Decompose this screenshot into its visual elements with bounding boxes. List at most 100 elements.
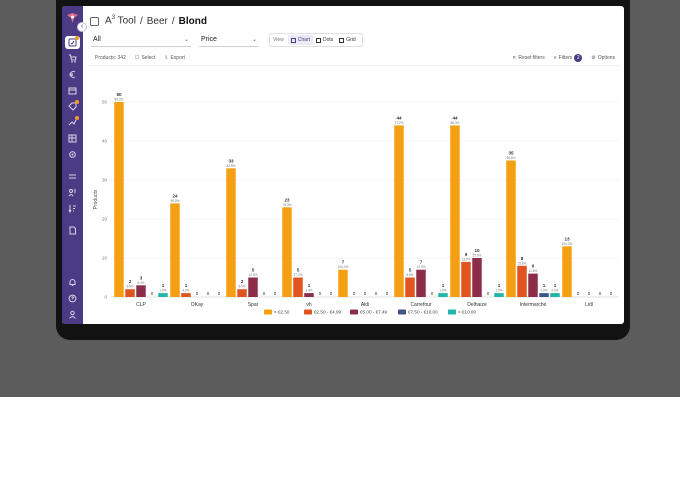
sidebar-item-promotions[interactable] (65, 116, 80, 129)
x-tick-label: CLP (136, 302, 146, 308)
bar[interactable] (394, 125, 404, 298)
bar[interactable] (125, 289, 135, 297)
x-tick-label: Carrefour (410, 302, 431, 308)
bar[interactable] (136, 285, 146, 297)
y-tick-label: 0 (104, 295, 107, 300)
sidebar-item-cart[interactable] (65, 52, 80, 65)
bar[interactable] (248, 277, 258, 298)
bar-value-label: 0 (330, 291, 333, 296)
legend-swatch[interactable] (264, 309, 272, 315)
sidebar-item-dashboard[interactable] (65, 36, 80, 49)
bar[interactable] (528, 273, 538, 297)
metric-select-value: Price (201, 36, 217, 43)
bar-percent-label: 3.6% (126, 285, 133, 289)
sidebar-item-settings[interactable] (65, 148, 80, 161)
bar[interactable] (550, 293, 560, 297)
breadcrumb-category[interactable]: Beer (146, 15, 168, 27)
collapse-sidebar-button[interactable]: ‹ (77, 22, 87, 32)
bar[interactable] (539, 293, 549, 297)
sidebar-item-tags[interactable] (65, 100, 80, 113)
sidebar-item-compare[interactable] (65, 170, 80, 183)
legend-label[interactable]: €5.00 - €7.49 (360, 310, 388, 315)
legend-swatch[interactable] (448, 309, 456, 315)
sidebar-item-help[interactable] (65, 292, 80, 305)
notification-dot (75, 36, 79, 40)
options-button[interactable]: ⚙ Options (591, 55, 615, 61)
bar-value-label: 6 (532, 264, 535, 269)
bar-value-label: 7 (342, 260, 345, 265)
legend-swatch[interactable] (398, 309, 406, 315)
gear-icon: ⚙ (591, 55, 596, 61)
bar[interactable] (494, 293, 504, 297)
bar[interactable] (237, 289, 247, 297)
sidebar-item-document[interactable] (65, 224, 80, 237)
bar[interactable] (405, 277, 415, 298)
reset-filters-button[interactable]: ✕ Reset filters (512, 55, 545, 61)
sidebar-item-table[interactable] (65, 132, 80, 145)
y-tick-label: 30 (102, 178, 108, 183)
sidebar-item-prices[interactable] (65, 68, 80, 81)
bar[interactable] (158, 293, 168, 297)
bar-percent-label: 13.2% (461, 257, 470, 261)
export-button[interactable]: ⇩ Export (164, 55, 185, 61)
dots-icon (315, 37, 321, 43)
sidebar-item-sort[interactable] (65, 202, 80, 215)
notification-dot (75, 100, 79, 104)
bar-value-label: 0 (588, 291, 591, 296)
x-tick-label: Spar (248, 302, 259, 308)
sidebar-item-calendar[interactable] (65, 84, 80, 97)
legend-label[interactable]: €7.50 - €10.00 (408, 310, 438, 315)
y-tick-label: 40 (102, 139, 108, 144)
sidebar-item-users[interactable] (65, 186, 80, 199)
bar-percent-label: 2.0% (551, 289, 558, 293)
bar-percent-label: 17.2% (293, 273, 302, 277)
bar-percent-label: 89.3% (114, 98, 123, 102)
legend-swatch[interactable] (304, 309, 312, 315)
breadcrumb-app[interactable]: A3 Tool (105, 15, 136, 27)
bar-value-label: 33 (228, 158, 234, 163)
bar[interactable] (114, 102, 124, 297)
bar[interactable] (282, 207, 292, 297)
bar[interactable] (293, 277, 303, 298)
sidebar-item-notifications[interactable] (65, 276, 80, 289)
bar[interactable] (517, 265, 527, 297)
bar-value-label: 0 (375, 291, 378, 296)
bar-value-label: 1 (554, 283, 557, 288)
bar[interactable] (170, 203, 180, 297)
filters-button[interactable]: ≡ Filters 2 (554, 54, 583, 62)
bar[interactable] (338, 269, 348, 297)
chevron-down-icon: ⌄ (251, 37, 257, 43)
bar[interactable] (226, 168, 236, 297)
bar[interactable] (562, 246, 572, 297)
bar[interactable] (304, 293, 314, 297)
bar-percent-label: 100.0% (562, 242, 573, 246)
bar[interactable] (450, 125, 460, 298)
logo-icon[interactable] (65, 12, 80, 24)
bar-value-label: 7 (420, 260, 423, 265)
bell-icon (69, 279, 76, 287)
bar-value-label: 0 (431, 291, 434, 296)
retailer-select[interactable]: All ⌄ (91, 33, 191, 47)
legend-label[interactable]: > €10.00 (458, 310, 476, 315)
bar-value-label: 1 (162, 283, 165, 288)
legend-swatch[interactable] (350, 309, 358, 315)
legend-label[interactable]: €2.50 - €4.99 (314, 310, 342, 315)
bar[interactable] (416, 269, 426, 297)
bar-value-label: 10 (474, 248, 480, 253)
bar[interactable] (438, 293, 448, 297)
bar[interactable] (461, 261, 471, 297)
legend-label[interactable]: < €2.50 (274, 310, 290, 315)
bar[interactable] (506, 160, 516, 298)
view-chart-button[interactable]: Chart (287, 35, 313, 45)
bar-value-label: 23 (284, 197, 290, 202)
sidebar-item-account[interactable] (65, 308, 80, 321)
bar-percent-label: 82.5% (226, 164, 235, 168)
view-grid-button[interactable]: Grid (336, 35, 358, 45)
bar-value-label: 1 (185, 283, 188, 288)
view-dots-button[interactable]: Dots (313, 35, 336, 45)
bar[interactable] (181, 293, 191, 297)
filter-icon: ≡ (553, 55, 557, 61)
bar[interactable] (472, 258, 482, 297)
metric-select[interactable]: Price ⌄ (199, 33, 259, 47)
select-button[interactable]: ☐ Select (134, 55, 156, 61)
